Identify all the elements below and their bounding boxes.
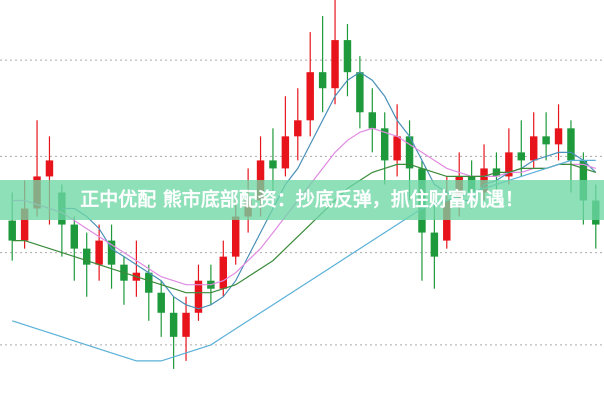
candle-body <box>269 160 277 169</box>
candle-body <box>517 152 526 161</box>
candle-body <box>318 72 327 89</box>
candle-body <box>145 272 153 293</box>
candle-body <box>306 72 314 121</box>
candle-body <box>356 72 364 113</box>
title-banner <box>0 180 604 220</box>
candle-body <box>157 292 165 313</box>
candle-body <box>505 152 513 177</box>
candle-body <box>343 40 352 73</box>
candle-body <box>281 136 290 169</box>
candle-body <box>219 256 228 289</box>
candle-body <box>231 216 240 257</box>
candle-body <box>294 120 302 137</box>
candle-body <box>169 312 178 337</box>
candle-body <box>331 40 339 89</box>
candle-body <box>542 136 550 145</box>
candle-body <box>70 224 79 249</box>
candle-body <box>554 128 563 145</box>
candle-body <box>405 136 414 169</box>
candle-body <box>82 248 91 265</box>
moving-average-line <box>61 71 597 310</box>
candle-body <box>368 112 377 129</box>
candle-body <box>443 200 451 241</box>
chart-title: 正中优配 熊市底部配资：抄底反弹，抓住财富机遇！ <box>80 188 524 211</box>
candle-body <box>182 312 190 337</box>
candle-body <box>45 160 54 177</box>
candle-body <box>8 220 16 241</box>
candle-body <box>393 136 401 161</box>
candle-body <box>107 240 116 265</box>
candle-body <box>194 280 203 313</box>
candle-body <box>20 208 29 241</box>
candle-body <box>430 232 439 257</box>
candle-body <box>567 128 575 161</box>
candle-body <box>529 136 538 161</box>
candle-body <box>380 128 389 161</box>
moving-average-line <box>12 163 596 294</box>
candle-body <box>95 240 103 265</box>
